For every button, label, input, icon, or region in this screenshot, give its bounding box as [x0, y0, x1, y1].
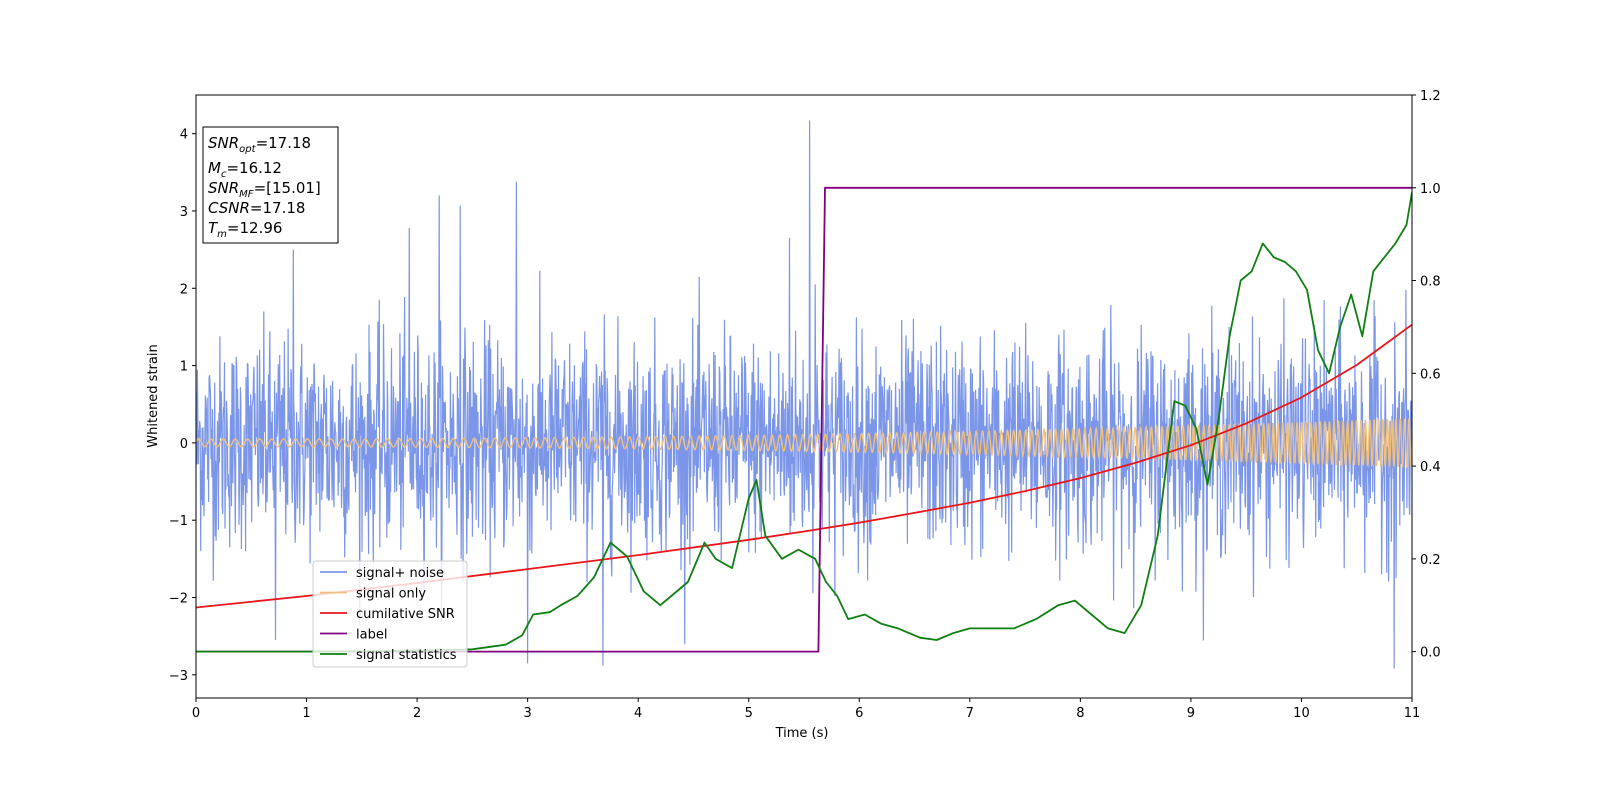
legend-label: signal only: [356, 587, 426, 602]
y-tick-label: 1: [180, 360, 188, 375]
x-tick-label: 4: [634, 706, 642, 721]
y-tick-label: 0: [180, 437, 188, 452]
x-tick-label: 0: [192, 706, 200, 721]
info-chirp-mass: Mc=16.12: [208, 159, 282, 180]
series-label: [196, 186, 1412, 653]
series-signal-only: [196, 418, 1412, 469]
series-cumilative-snr: [196, 323, 1412, 609]
x-tick-label: 2: [413, 706, 421, 721]
x-tick-label: 6: [855, 706, 863, 721]
y-axis-right: 0.0 0.2 0.4 0.6 0.8 1.0 1.2: [1412, 89, 1441, 661]
plot-frame: [195, 94, 1413, 699]
x-tick-label: 5: [745, 706, 753, 721]
x-tick-label: 3: [523, 706, 531, 721]
legend-frame: [312, 560, 468, 668]
info-box: SNRopt=17.18 Mc=16.12 SNRMF=[15.01] CSNR…: [202, 126, 339, 244]
x-axis-label: Time (s): [775, 726, 829, 741]
x-tick-label: 10: [1293, 706, 1310, 721]
y-tick-label: 4: [180, 128, 188, 143]
info-csnr: CSNR=17.18: [208, 199, 305, 217]
series-signal-statistics: [196, 192, 1412, 653]
y2-tick-label: 1.0: [1420, 182, 1441, 197]
info-snr-mf: SNRMF=[15.01]: [208, 179, 321, 200]
x-tick-label: 7: [966, 706, 974, 721]
y-axis-left: −3 −2 −1 0 1 2 3 4: [169, 128, 196, 684]
y-tick-label: 2: [180, 282, 188, 297]
legend-label: label: [356, 628, 387, 643]
legend-label: signal+ noise: [356, 566, 444, 581]
info-tm: Tm=12.96: [208, 219, 282, 240]
info-snr-opt: SNRopt=17.18: [208, 134, 311, 155]
series-signal-noise: [196, 120, 1412, 669]
y-axis-label: Whitened strain: [146, 344, 161, 447]
x-tick-label: 11: [1404, 706, 1421, 721]
x-tick-label: 1: [302, 706, 310, 721]
y-tick-label: −2: [169, 592, 188, 607]
y2-tick-label: 0.4: [1420, 460, 1441, 475]
y-tick-label: −3: [169, 669, 188, 684]
y2-tick-label: 0.0: [1420, 646, 1441, 661]
y-tick-label: −1: [169, 514, 188, 529]
y2-tick-label: 1.2: [1420, 89, 1441, 104]
y-tick-label: 3: [180, 205, 188, 220]
legend: signal+ noise signal only cumilative SNR la…: [312, 560, 468, 668]
info-box-frame: [202, 126, 339, 244]
plot-series: [196, 120, 1412, 669]
y2-tick-label: 0.2: [1420, 553, 1441, 568]
x-tick-label: 9: [1187, 706, 1195, 721]
x-axis: 0 1 2 3 4 5 6 7 8 9 10 11: [192, 698, 1420, 721]
legend-label: signal statistics: [356, 648, 457, 663]
y2-tick-label: 0.8: [1420, 275, 1441, 290]
x-tick-label: 8: [1076, 706, 1084, 721]
legend-label: cumilative SNR: [356, 607, 455, 622]
y2-tick-label: 0.6: [1420, 367, 1441, 382]
